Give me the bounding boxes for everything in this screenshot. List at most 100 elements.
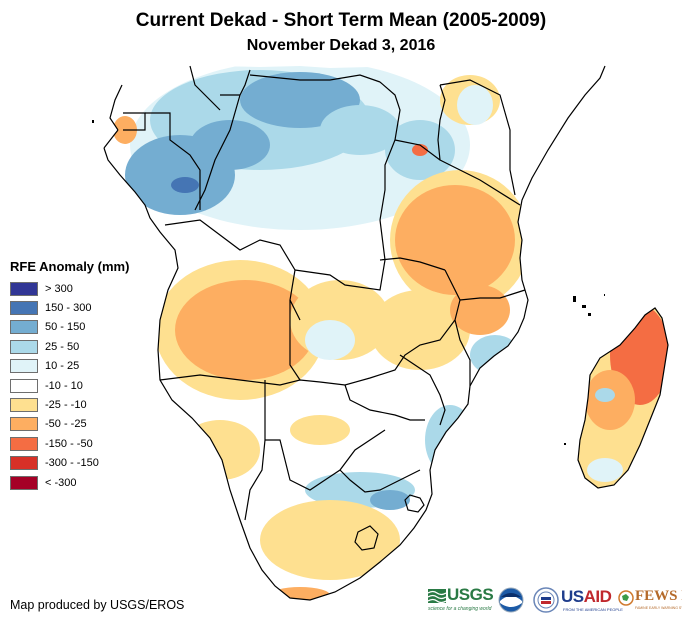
anomaly-patch-50-150 [370, 490, 410, 510]
anomaly-patch-10-25 [587, 458, 623, 482]
anomaly-patch-neg-10-25 [370, 290, 470, 370]
legend-label: 25 - 50 [45, 340, 80, 353]
noaa-emblem-icon [498, 587, 524, 613]
legend-item: 50 - 150 [10, 318, 129, 337]
legend-item: -150 - -50 [10, 434, 129, 453]
legend-item: -10 - 10 [10, 376, 129, 395]
map-subtitle: November Dekad 3, 2016 [246, 37, 436, 54]
coastline [103, 129, 119, 149]
legend-label: -50 - -25 [45, 418, 87, 431]
country-border [145, 112, 201, 210]
legend-swatch [10, 417, 38, 432]
island [92, 120, 94, 123]
legend-label: 150 - 300 [45, 302, 92, 315]
legend-title: RFE Anomaly (mm) [10, 259, 130, 274]
legend-label: -10 - 10 [45, 379, 83, 392]
country-border [437, 84, 521, 206]
country-border [379, 257, 446, 271]
fews-net-logo: FEWS NET FAMINE EARLY WARNING SYSTEMS NE… [618, 584, 682, 618]
country-border [164, 219, 301, 321]
anomaly-patch-25-50 [425, 405, 475, 475]
country-border [339, 469, 421, 493]
island [588, 313, 591, 316]
legend-swatch [10, 436, 38, 451]
legend-label: 50 - 150 [45, 321, 86, 334]
legend-swatch [10, 320, 38, 335]
legend-label: -25 - -10 [45, 399, 87, 412]
legend-item: -50 - -25 [10, 415, 129, 434]
country-border [249, 74, 381, 83]
country-border [344, 384, 425, 421]
country-border [439, 79, 516, 196]
island [604, 294, 605, 296]
usgs-logo: USGS science for a changing world [428, 584, 494, 618]
legend-swatch [10, 475, 38, 490]
country-border [459, 289, 526, 301]
anomaly-patch-10-25 [305, 320, 355, 360]
legend-swatch [10, 359, 38, 374]
borders [103, 65, 669, 601]
country-border [244, 380, 266, 521]
anomaly-patch-neg-10-25 [180, 420, 260, 480]
anomaly-patch-neg-50-150 [412, 144, 428, 156]
usgs-wave-icon [428, 589, 446, 603]
legend-swatch [10, 339, 38, 354]
anomaly-patch-neg-10-25 [260, 500, 400, 580]
usaid-logo: USAID FROM THE AMERICAN PEOPLE [561, 584, 623, 618]
legend-swatch [10, 281, 38, 296]
country-border [294, 219, 386, 291]
legend-item: -300 - -150 [10, 454, 129, 473]
legend-label: -300 - -150 [45, 457, 99, 470]
legend-item: 150 - 300 [10, 298, 129, 317]
legend-item: -25 - -10 [10, 395, 129, 414]
legend-swatch [10, 398, 38, 413]
legend-label: 10 - 25 [45, 360, 80, 373]
islands [92, 120, 605, 445]
legend-label: > 300 [45, 282, 73, 295]
logo-strip: USGS science for a changing world USAID … [428, 584, 682, 618]
legend: RFE Anomaly (mm) > 300 150 - 300 50 - 150 2… [10, 259, 129, 492]
map-title: Current Dekad - Short Term Mean (2005-20… [135, 10, 547, 31]
country-border [454, 319, 471, 386]
anomaly-patch-neg-25-50 [450, 285, 510, 335]
mainland-anomaly-layer [104, 66, 605, 600]
credit-text: Map produced by USGS/EROS [10, 598, 185, 612]
island [564, 443, 566, 445]
country-border [289, 300, 301, 381]
anomaly-patch-neg-10-25 [290, 415, 350, 445]
usaid-aid: AID [583, 587, 612, 606]
legend-item: > 300 [10, 279, 129, 298]
country-border [194, 94, 241, 211]
legend-item: < -300 [10, 473, 129, 492]
fews-globe-icon [618, 590, 634, 606]
country-border [265, 429, 386, 491]
island [573, 296, 576, 302]
country-border [394, 139, 441, 161]
anomaly-patch-10-25 [457, 85, 493, 125]
legend-label: < -300 [45, 476, 77, 489]
usaid-seal-icon [533, 587, 559, 613]
madagascar-anomaly-layer [578, 308, 668, 488]
usgs-tagline: science for a changing world [428, 606, 492, 612]
legend-label: -150 - -50 [45, 437, 93, 450]
coastline [103, 65, 606, 601]
legend-item: 25 - 50 [10, 337, 129, 356]
fews-tagline: FAMINE EARLY WARNING SYSTEMS NETWORK [635, 606, 682, 610]
country-border [123, 112, 146, 131]
usaid-tagline: FROM THE AMERICAN PEOPLE [563, 607, 623, 612]
anomaly-patch-25-50 [595, 388, 615, 402]
usaid-seal-logo [533, 584, 559, 618]
legend-items: > 300 150 - 300 50 - 150 25 - 50 10 - 25 -10 … [10, 279, 129, 492]
country-border [354, 525, 379, 551]
madagascar-coastline [577, 307, 669, 489]
country-border [319, 269, 461, 386]
usgs-wordmark: USGS [447, 585, 494, 604]
noaa-logo [498, 584, 524, 618]
legend-swatch [10, 456, 38, 471]
legend-swatch [10, 301, 38, 316]
island [582, 305, 586, 308]
legend-swatch [10, 378, 38, 393]
anomaly-patch-50-150 [190, 120, 270, 170]
coastline [109, 84, 123, 131]
